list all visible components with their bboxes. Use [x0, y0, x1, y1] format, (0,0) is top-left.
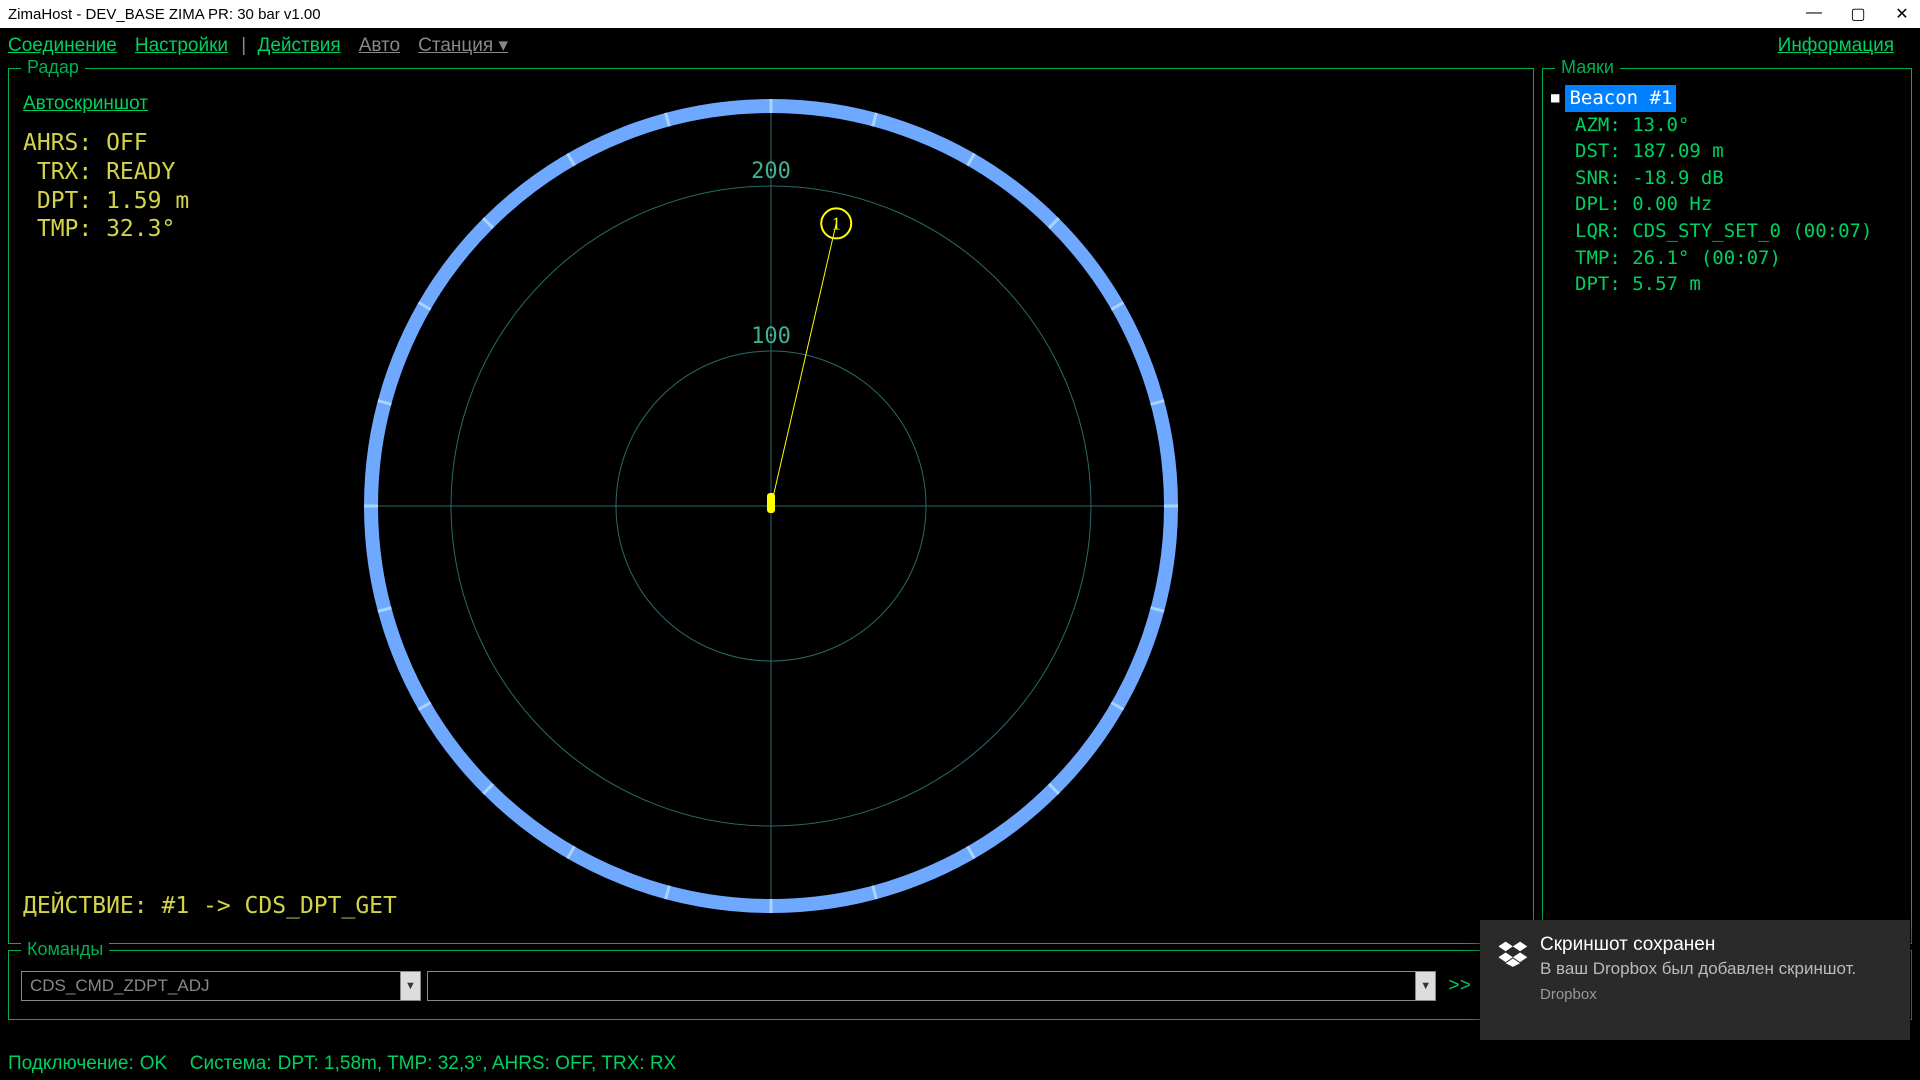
beacon-detail-row: DPL: 0.00 Hz — [1551, 191, 1907, 218]
beacon-detail-row: LQR: CDS_STY_SET_0 (00:07) — [1551, 218, 1907, 245]
beacons-legend: Маяки — [1555, 57, 1620, 78]
dropdown-icon[interactable]: ▼ — [400, 972, 420, 1000]
svg-text:1: 1 — [832, 213, 841, 233]
radar-display: 100 200 1 — [361, 96, 1181, 916]
beacon-detail-row: AZM: 13.0° — [1551, 112, 1907, 139]
beacons-panel: Маяки ■ Beacon #1 AZM: 13.0°DST: 187.09 … — [1542, 68, 1912, 944]
statusbar: Подключение: OK Система: DPT: 1,58m, TMP… — [0, 1048, 1920, 1080]
status-block: AHRS: OFF TRX: READY DPT: 1.59 m TMP: 32… — [23, 129, 189, 244]
action-line: ДЕЙСТВИЕ: #1 -> CDS_DPT_GET — [23, 893, 397, 919]
menu-connection[interactable]: Соединение — [8, 35, 117, 57]
dropbox-icon — [1496, 934, 1540, 1026]
toast-title: Скриншот сохранен — [1540, 934, 1894, 956]
command-select-1[interactable]: CDS_CMD_ZDPT_ADJ ▼ — [21, 971, 421, 1001]
dropdown-icon[interactable]: ▼ — [1415, 972, 1435, 1000]
notification-toast[interactable]: Скриншот сохранен В ваш Dropbox был доба… — [1480, 920, 1910, 1040]
menu-settings[interactable]: Настройки — [135, 35, 228, 57]
status-sys-value: DPT: 1,58m, TMP: 32,3°, AHRS: OFF, TRX: … — [278, 1053, 677, 1075]
radar-panel: Радар Автоскриншот AHRS: OFF TRX: READY … — [8, 68, 1534, 944]
toast-app: Dropbox — [1540, 986, 1894, 1003]
status-conn-value: OK — [140, 1053, 167, 1075]
close-button[interactable]: ✕ — [1892, 4, 1912, 24]
menu-station[interactable]: Станция ▾ — [418, 34, 508, 57]
window-title: ZimaHost - DEV_BASE ZIMA PR: 30 bar v1.0… — [8, 6, 1804, 23]
beacon-detail-row: TMP: 26.1° (00:07) — [1551, 245, 1907, 272]
autoscreenshot-link[interactable]: Автоскриншот — [23, 93, 148, 115]
menu-actions[interactable]: Действия — [257, 35, 340, 57]
menubar: Соединение Настройки | Действия Авто Ста… — [0, 28, 1920, 64]
svg-text:100: 100 — [751, 324, 791, 349]
window-titlebar: ZimaHost - DEV_BASE ZIMA PR: 30 bar v1.0… — [0, 0, 1920, 28]
status-sys-label: Система: — [190, 1053, 272, 1075]
command-select-2[interactable]: ▼ — [427, 971, 1436, 1001]
tree-collapse-icon[interactable]: ■ — [1551, 89, 1559, 109]
radar-legend: Радар — [21, 57, 85, 78]
minimize-button[interactable]: — — [1804, 4, 1824, 24]
beacon-tree: ■ Beacon #1 AZM: 13.0°DST: 187.09 mSNR: … — [1547, 85, 1907, 298]
beacon-name[interactable]: Beacon #1 — [1565, 85, 1676, 112]
svg-text:200: 200 — [751, 159, 791, 184]
menu-info[interactable]: Информация — [1778, 35, 1894, 57]
commands-legend: Команды — [21, 939, 109, 960]
toast-message: В ваш Dropbox был добавлен скриншот. — [1540, 958, 1894, 980]
status-conn-label: Подключение: — [8, 1053, 134, 1075]
beacon-root[interactable]: ■ Beacon #1 — [1551, 85, 1907, 112]
beacon-detail-row: SNR: -18.9 dB — [1551, 165, 1907, 192]
command-arrow: >> — [1442, 975, 1477, 997]
menu-auto[interactable]: Авто — [359, 35, 400, 57]
maximize-button[interactable]: ▢ — [1848, 4, 1868, 24]
menu-separator: | — [238, 35, 249, 57]
beacon-detail-row: DST: 187.09 m — [1551, 138, 1907, 165]
beacon-detail-row: DPT: 5.57 m — [1551, 271, 1907, 298]
